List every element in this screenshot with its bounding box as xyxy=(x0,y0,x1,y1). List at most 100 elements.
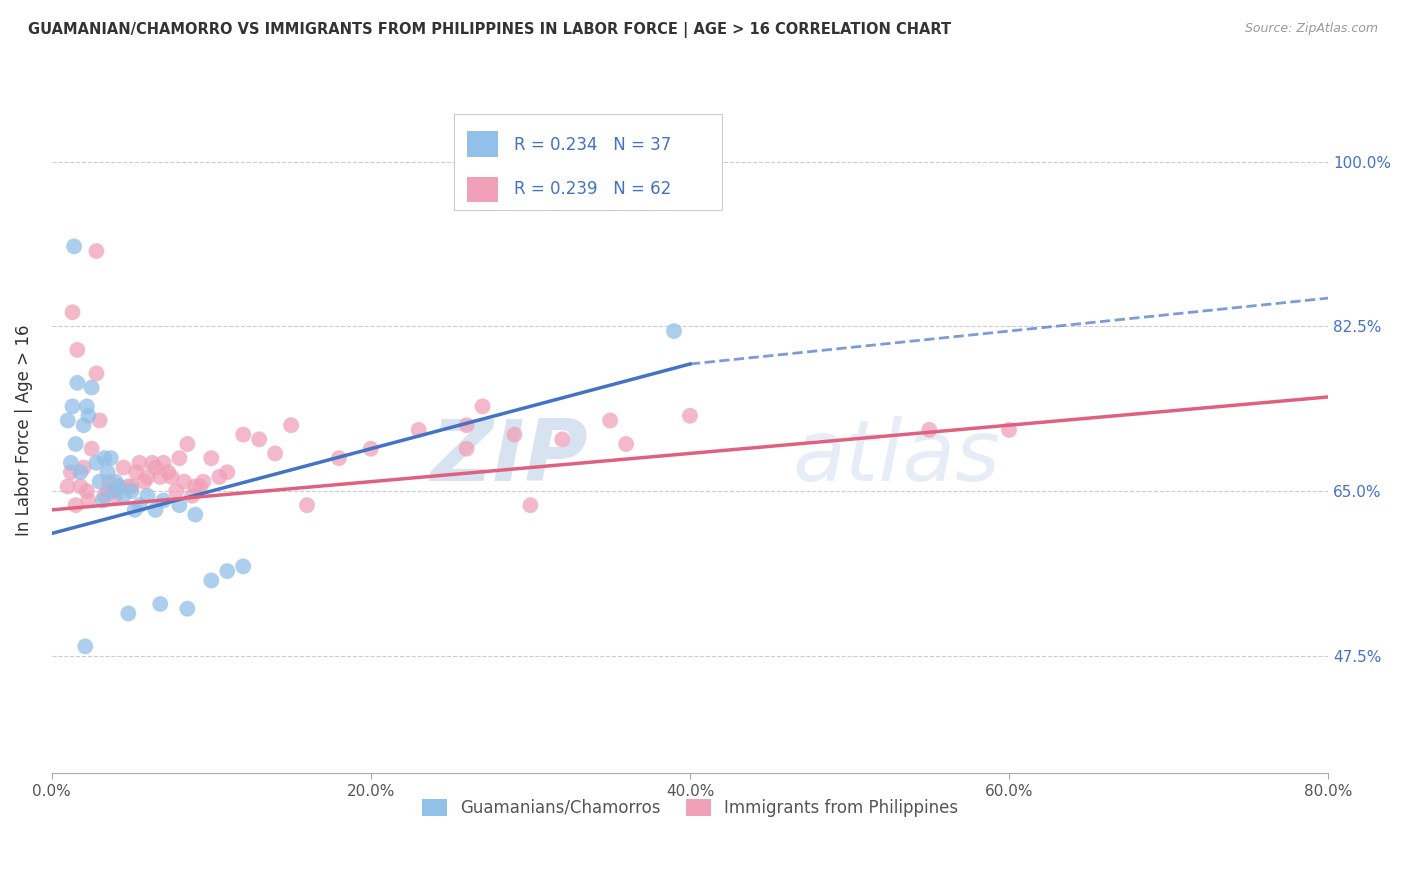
Point xyxy=(599,413,621,427)
Point xyxy=(217,564,239,578)
Point xyxy=(104,489,127,503)
Point xyxy=(232,559,254,574)
Point xyxy=(97,465,120,479)
Point xyxy=(75,640,97,654)
Point xyxy=(614,437,637,451)
Point xyxy=(188,479,211,493)
Point xyxy=(86,367,108,381)
Point xyxy=(65,437,87,451)
Point xyxy=(157,465,180,479)
Point xyxy=(679,409,702,423)
Point xyxy=(117,607,139,621)
Point xyxy=(134,475,156,489)
FancyBboxPatch shape xyxy=(454,114,721,210)
Text: ZIP: ZIP xyxy=(430,416,588,499)
Point xyxy=(217,465,239,479)
Point xyxy=(176,437,198,451)
Point xyxy=(141,456,163,470)
Point xyxy=(62,400,84,414)
Point xyxy=(121,484,143,499)
Point xyxy=(149,470,172,484)
Point xyxy=(998,423,1021,437)
Point xyxy=(152,493,174,508)
Point xyxy=(181,489,204,503)
Point xyxy=(125,465,148,479)
Point xyxy=(97,484,120,499)
Point xyxy=(89,413,111,427)
Point xyxy=(136,489,159,503)
Point xyxy=(107,479,129,493)
Point xyxy=(93,489,115,503)
Point xyxy=(280,418,302,433)
Point xyxy=(73,460,96,475)
Point xyxy=(165,484,187,499)
Point xyxy=(328,451,350,466)
Point xyxy=(89,475,111,489)
Point xyxy=(456,442,478,456)
Point xyxy=(66,343,89,357)
Point xyxy=(184,479,207,493)
Text: R = 0.234   N = 37: R = 0.234 N = 37 xyxy=(513,136,671,153)
Point xyxy=(456,418,478,433)
Point xyxy=(117,479,139,493)
Point xyxy=(59,465,82,479)
Point xyxy=(56,413,79,427)
Point xyxy=(208,470,231,484)
Point xyxy=(103,484,125,499)
Point xyxy=(86,456,108,470)
Y-axis label: In Labor Force | Age > 16: In Labor Force | Age > 16 xyxy=(15,324,32,535)
Point xyxy=(65,498,87,512)
Point xyxy=(107,479,129,493)
Point xyxy=(66,376,89,390)
Point xyxy=(295,498,318,512)
Point xyxy=(184,508,207,522)
Point xyxy=(176,601,198,615)
FancyBboxPatch shape xyxy=(467,177,499,202)
Text: atlas: atlas xyxy=(792,416,1000,499)
Point xyxy=(101,484,124,499)
Point xyxy=(63,239,86,253)
Point xyxy=(69,465,91,479)
Point xyxy=(232,427,254,442)
Point xyxy=(62,305,84,319)
Point xyxy=(918,423,941,437)
Point xyxy=(264,446,287,460)
Point xyxy=(76,484,98,499)
Point xyxy=(76,400,98,414)
Point xyxy=(98,475,121,489)
Text: Source: ZipAtlas.com: Source: ZipAtlas.com xyxy=(1244,22,1378,36)
Point xyxy=(59,456,82,470)
Point xyxy=(56,479,79,493)
Point xyxy=(519,498,541,512)
Text: R = 0.239   N = 62: R = 0.239 N = 62 xyxy=(513,180,671,198)
Point xyxy=(80,442,103,456)
Point xyxy=(136,470,159,484)
Point xyxy=(169,451,191,466)
Point xyxy=(503,427,526,442)
Point xyxy=(200,451,222,466)
Point xyxy=(100,451,122,466)
Point xyxy=(80,380,103,394)
Legend: Guamanians/Chamorros, Immigrants from Philippines: Guamanians/Chamorros, Immigrants from Ph… xyxy=(415,792,965,823)
Point xyxy=(160,470,183,484)
Point xyxy=(69,479,91,493)
Point xyxy=(73,418,96,433)
Point xyxy=(93,451,115,466)
Point xyxy=(91,493,114,508)
Point xyxy=(128,498,150,512)
Point xyxy=(152,456,174,470)
Point xyxy=(169,498,191,512)
Point xyxy=(145,503,167,517)
Text: GUAMANIAN/CHAMORRO VS IMMIGRANTS FROM PHILIPPINES IN LABOR FORCE | AGE > 16 CORR: GUAMANIAN/CHAMORRO VS IMMIGRANTS FROM PH… xyxy=(28,22,952,38)
Point xyxy=(112,460,135,475)
Point xyxy=(200,574,222,588)
Point xyxy=(112,489,135,503)
Point xyxy=(128,456,150,470)
Point xyxy=(124,503,146,517)
FancyBboxPatch shape xyxy=(467,131,499,157)
Point xyxy=(662,324,685,338)
Point xyxy=(77,409,100,423)
Point xyxy=(86,244,108,258)
Point xyxy=(551,432,574,446)
Point xyxy=(77,493,100,508)
